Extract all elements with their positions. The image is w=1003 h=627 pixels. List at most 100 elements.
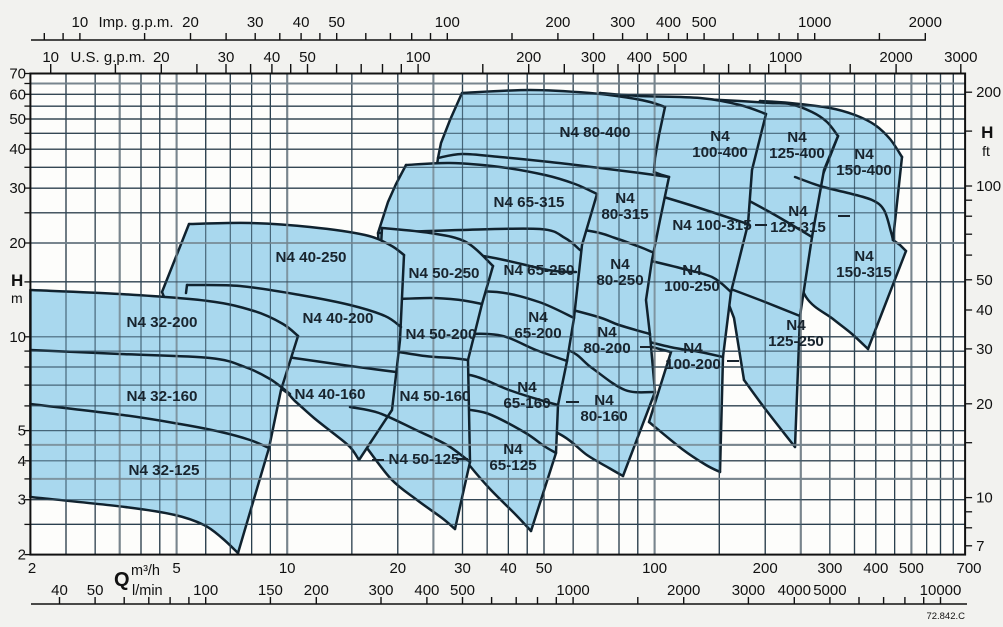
svg-text:70: 70 xyxy=(9,66,26,83)
svg-text:40: 40 xyxy=(500,560,517,577)
svg-text:1000: 1000 xyxy=(556,582,589,599)
svg-text:125-250: 125-250 xyxy=(768,333,824,350)
svg-text:30: 30 xyxy=(9,180,26,197)
svg-text:100: 100 xyxy=(406,49,431,66)
svg-text:5: 5 xyxy=(18,423,26,440)
svg-text:20: 20 xyxy=(153,49,170,66)
svg-text:10000: 10000 xyxy=(920,582,962,599)
svg-text:N4 50-200: N4 50-200 xyxy=(406,326,477,343)
svg-text:4000: 4000 xyxy=(778,582,811,599)
svg-text:500: 500 xyxy=(450,582,475,599)
svg-text:10: 10 xyxy=(42,49,59,66)
svg-text:N4 65-250: N4 65-250 xyxy=(504,262,575,279)
svg-text:N4: N4 xyxy=(528,309,548,326)
svg-text:N4: N4 xyxy=(517,379,537,396)
svg-text:30: 30 xyxy=(976,341,993,358)
svg-text:20: 20 xyxy=(9,235,26,252)
svg-text:50: 50 xyxy=(976,272,993,289)
svg-text:ft: ft xyxy=(982,143,990,159)
svg-text:125-400: 125-400 xyxy=(769,145,825,162)
svg-text:30: 30 xyxy=(247,14,264,31)
svg-text:N4 50-250: N4 50-250 xyxy=(409,265,480,282)
svg-text:500: 500 xyxy=(899,560,924,577)
svg-text:H: H xyxy=(981,123,993,142)
svg-text:50: 50 xyxy=(536,560,553,577)
svg-text:U.S. g.p.m.: U.S. g.p.m. xyxy=(70,49,145,66)
svg-text:N4 40-250: N4 40-250 xyxy=(276,249,347,266)
svg-text:N4: N4 xyxy=(786,317,806,334)
svg-text:40: 40 xyxy=(976,302,993,319)
svg-text:100-400: 100-400 xyxy=(692,144,748,161)
svg-text:30: 30 xyxy=(218,49,235,66)
svg-text:N4 40-200: N4 40-200 xyxy=(303,310,374,327)
svg-text:N4 65-315: N4 65-315 xyxy=(494,194,565,211)
svg-text:N4: N4 xyxy=(710,128,730,145)
svg-text:1000: 1000 xyxy=(798,14,831,31)
svg-text:400: 400 xyxy=(414,582,439,599)
svg-text:65-125: 65-125 xyxy=(489,457,537,474)
svg-text:5: 5 xyxy=(172,560,180,577)
svg-text:40: 40 xyxy=(51,582,68,599)
svg-text:400: 400 xyxy=(863,560,888,577)
svg-text:N4 80-400: N4 80-400 xyxy=(560,124,631,141)
svg-text:N4: N4 xyxy=(503,441,523,458)
svg-text:2: 2 xyxy=(28,560,36,577)
svg-text:N4: N4 xyxy=(594,392,614,409)
svg-text:Imp. g.p.m.: Imp. g.p.m. xyxy=(98,14,173,31)
svg-text:150: 150 xyxy=(258,582,283,599)
svg-text:10: 10 xyxy=(9,329,26,346)
svg-text:72.842.C: 72.842.C xyxy=(926,611,965,622)
svg-text:100: 100 xyxy=(976,178,1001,195)
svg-text:3000: 3000 xyxy=(732,582,765,599)
svg-text:200: 200 xyxy=(304,582,329,599)
svg-text:200: 200 xyxy=(516,49,541,66)
svg-text:N4: N4 xyxy=(787,129,807,146)
svg-text:40: 40 xyxy=(293,14,310,31)
svg-text:N4 32-125: N4 32-125 xyxy=(129,462,200,479)
svg-text:200: 200 xyxy=(976,84,1001,101)
svg-text:100-200: 100-200 xyxy=(665,356,721,373)
svg-text:100-250: 100-250 xyxy=(664,278,720,295)
svg-text:65-160: 65-160 xyxy=(503,395,550,412)
svg-text:80-315: 80-315 xyxy=(601,206,649,223)
svg-text:20: 20 xyxy=(182,14,199,31)
svg-text:50: 50 xyxy=(328,14,345,31)
svg-text:400: 400 xyxy=(656,14,681,31)
svg-text:80-160: 80-160 xyxy=(580,408,627,425)
svg-text:3000: 3000 xyxy=(944,49,977,66)
svg-text:125-315: 125-315 xyxy=(770,219,826,236)
svg-text:N4: N4 xyxy=(683,340,703,357)
svg-text:80-250: 80-250 xyxy=(596,272,643,289)
svg-text:5000: 5000 xyxy=(813,582,846,599)
svg-text:500: 500 xyxy=(662,49,687,66)
svg-text:N4 50-125: N4 50-125 xyxy=(389,451,460,468)
svg-text:300: 300 xyxy=(817,560,842,577)
svg-text:N4 32-200: N4 32-200 xyxy=(127,314,198,331)
svg-text:500: 500 xyxy=(692,14,717,31)
svg-text:m: m xyxy=(11,290,23,306)
svg-text:150-315: 150-315 xyxy=(836,264,892,281)
svg-text:40: 40 xyxy=(264,49,281,66)
svg-text:4: 4 xyxy=(18,453,26,470)
svg-text:100: 100 xyxy=(435,14,460,31)
svg-text:2: 2 xyxy=(18,547,26,564)
svg-text:60: 60 xyxy=(9,86,26,103)
svg-text:50: 50 xyxy=(87,582,104,599)
svg-text:7: 7 xyxy=(976,538,984,555)
svg-text:l/min: l/min xyxy=(132,583,163,599)
svg-text:65-200: 65-200 xyxy=(514,325,561,342)
svg-text:Q: Q xyxy=(114,569,130,591)
svg-text:50: 50 xyxy=(299,49,316,66)
svg-text:10: 10 xyxy=(279,560,296,577)
svg-text:300: 300 xyxy=(581,49,606,66)
svg-text:H: H xyxy=(11,271,23,290)
svg-text:20: 20 xyxy=(389,560,406,577)
svg-text:40: 40 xyxy=(9,141,26,158)
svg-text:N4: N4 xyxy=(682,262,702,279)
svg-text:100: 100 xyxy=(642,560,667,577)
svg-text:N4: N4 xyxy=(854,146,874,163)
svg-text:2000: 2000 xyxy=(879,49,912,66)
svg-text:N4 50-160: N4 50-160 xyxy=(400,388,471,405)
svg-text:N4: N4 xyxy=(610,256,630,273)
svg-text:N4: N4 xyxy=(788,203,808,220)
